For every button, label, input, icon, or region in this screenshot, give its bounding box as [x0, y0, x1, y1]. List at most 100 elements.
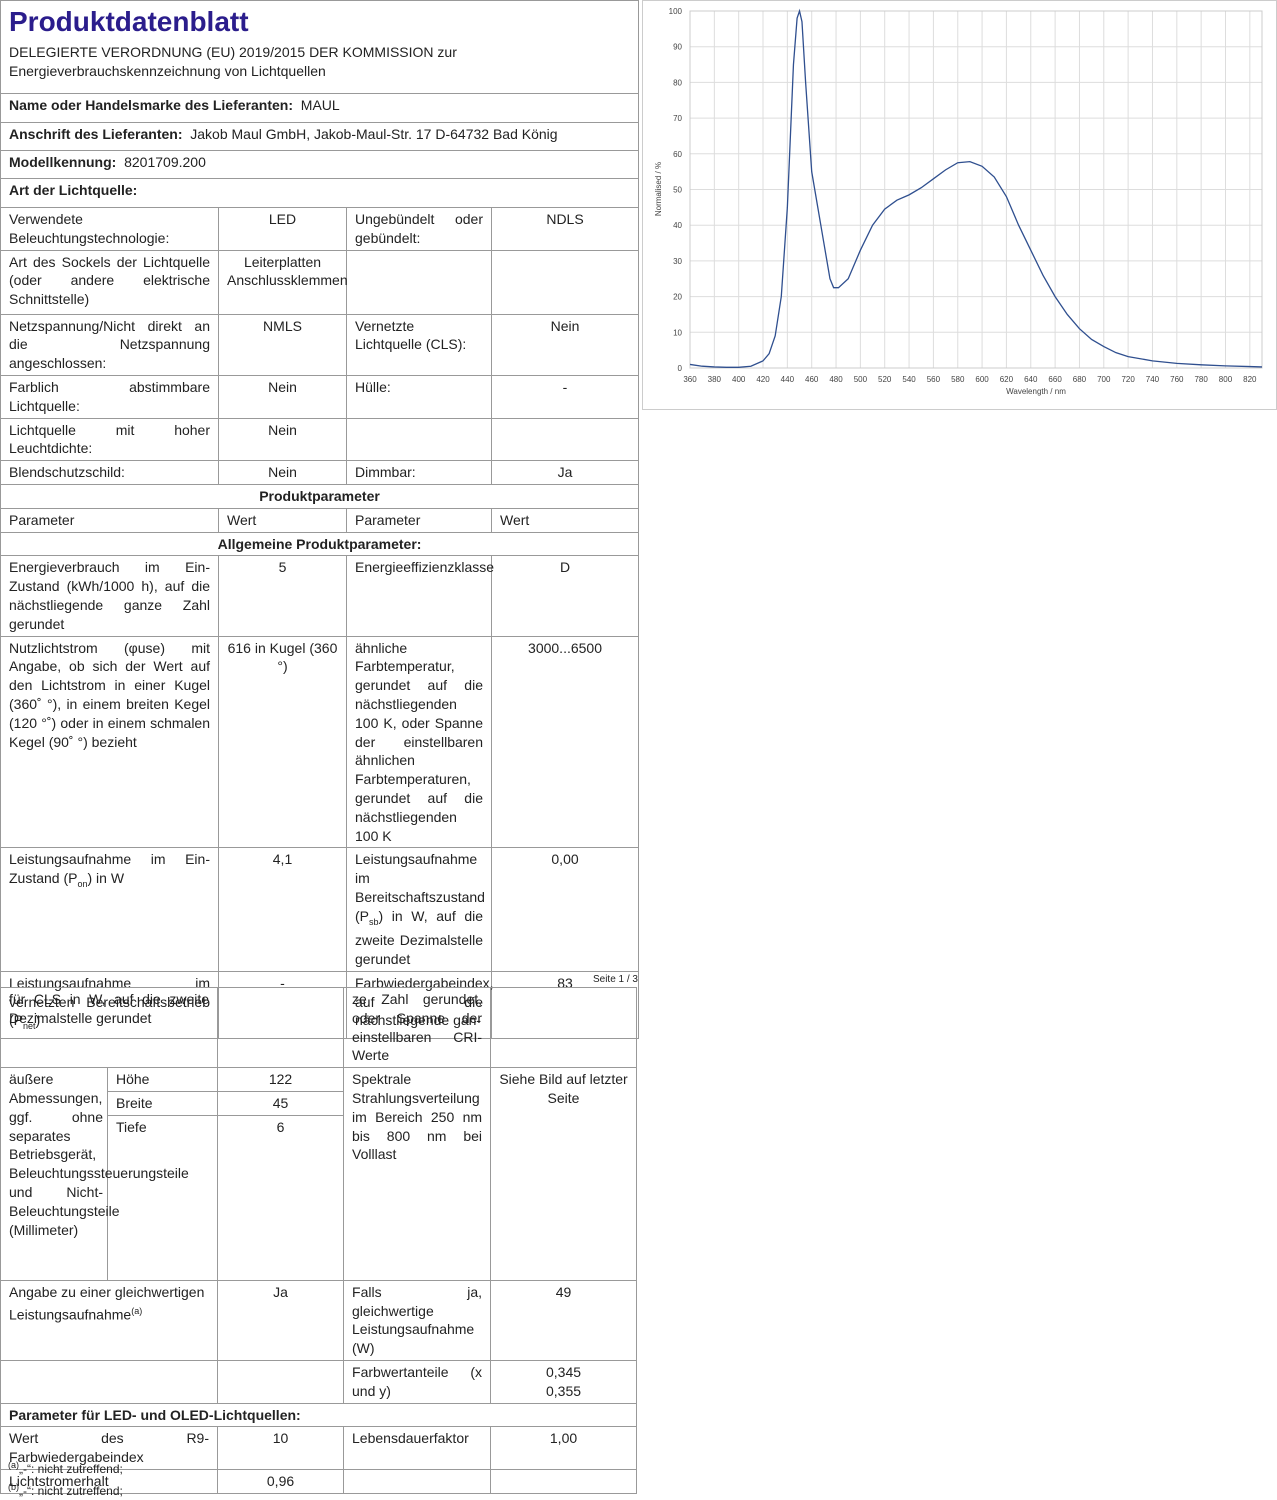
x-tick-label: 480	[829, 375, 843, 384]
x-tick-label: 820	[1243, 375, 1257, 384]
cell: Lichtquelle mit hoher Leuchtdichte:	[0, 417, 219, 462]
cell: Lichtstromerhalt	[0, 1468, 219, 1494]
x-tick-label: 720	[1121, 375, 1135, 384]
cell: 5	[218, 555, 347, 637]
cell: 0,345 0,355	[490, 1359, 638, 1404]
x-tick-label: 500	[854, 375, 868, 384]
cell: Falls ja, gleichwertige Leistungsaufnahm…	[343, 1279, 492, 1361]
cell: Hülle:	[346, 374, 492, 419]
text: (b)	[8, 1482, 19, 1492]
heading: Parameter für LED- und OLED-Lichtquellen…	[0, 1402, 638, 1428]
x-tick-label: 380	[708, 375, 722, 384]
column-header: Wert	[218, 507, 347, 533]
cell: Nein	[218, 374, 347, 419]
cell: Dimmbar:	[346, 460, 492, 485]
x-tick-label: 640	[1024, 375, 1038, 384]
text: (a)	[8, 1460, 19, 1470]
cell: -	[490, 374, 640, 419]
cell: 0,96	[217, 1468, 345, 1494]
x-tick-label: 620	[1000, 375, 1014, 384]
page-label: Seite 1 / 3	[592, 974, 638, 985]
x-tick-label: 420	[756, 375, 770, 384]
y-tick-label: 90	[673, 43, 682, 52]
spectrum-chart: Wavelength / nm Normalised / % 0 10 20 30 40…	[642, 0, 1277, 410]
cell: Ja	[217, 1279, 345, 1361]
cell: Verwendete Beleuchtungstechnologie:	[0, 207, 219, 251]
cell: Leistungsaufnahme im Ein-Zustand (Pon) i…	[0, 847, 219, 972]
x-tick-label: 780	[1194, 375, 1208, 384]
y-tick-label: 60	[673, 150, 682, 159]
cell: Angabe zu einer gleichwertigen Leistungs…	[0, 1279, 219, 1361]
x-tick-label: 520	[878, 375, 892, 384]
x-tick-label: 460	[805, 375, 819, 384]
cell: Nein	[490, 313, 640, 376]
cell: NDLS	[490, 207, 640, 251]
text: Angabe zu einer gleichwertigen Leistungs…	[9, 1283, 205, 1323]
cell: 1,00	[490, 1426, 638, 1470]
x-tick-label: 600	[975, 375, 989, 384]
cell: Lebensdauerfaktor	[343, 1426, 492, 1470]
cell: NMLS	[218, 313, 347, 376]
y-tick-label: 70	[673, 114, 682, 123]
cell: Höhe	[106, 1067, 219, 1092]
text: ) in W	[87, 870, 125, 887]
cell: Wert des R9-Farbwiedergabeindex	[0, 1426, 219, 1470]
y-axis-label: Normalised / %	[654, 162, 663, 216]
cell: Ja	[490, 460, 640, 485]
cell: LED	[218, 207, 347, 251]
footnote: (b)„-“: nicht zutreffend;	[8, 1482, 123, 1498]
datasheet-page-1: Produktdatenblatt DELEGIERTE VERORDNUNG (…	[0, 0, 640, 1040]
text: „-“: nicht zutreffend;	[19, 1484, 123, 1498]
cell: Netzspannung/Nicht direkt an die Netzspa…	[0, 313, 219, 376]
cell: 0,00	[490, 847, 640, 972]
y-tick-label: 0	[678, 364, 683, 373]
cell: 10	[217, 1426, 345, 1470]
x-tick-label: 680	[1073, 375, 1087, 384]
title: Produktdatenblatt	[9, 6, 249, 37]
datasheet-page-2: für CLS in W, auf die zweite Dezimalstel…	[0, 986, 638, 1494]
cell: ähnliche Farbtemperatur, gerundet auf di…	[346, 635, 492, 849]
cell: Farbwertanteile (x und y)	[343, 1359, 492, 1404]
text: (a)	[131, 1305, 143, 1316]
cell: 45	[217, 1090, 345, 1116]
x-tick-label: 400	[732, 375, 746, 384]
x-tick-label: 540	[902, 375, 916, 384]
text: on	[77, 878, 88, 889]
cell: 616 in Kugel (360 °)	[218, 635, 347, 849]
x-axis-label: Wavelength / nm	[1006, 387, 1066, 396]
value: MAUL	[300, 97, 340, 113]
cell: Energieeffizienzklasse	[346, 555, 494, 637]
cell: Nutzlichtstrom (φuse) mit Angabe, ob sic…	[0, 635, 219, 849]
y-tick-label: 10	[673, 328, 682, 337]
cell: Farblich abstimmbare Lichtquelle:	[0, 374, 219, 419]
heading: Produktparameter	[0, 483, 640, 509]
x-tick-label: 580	[951, 375, 965, 384]
cell: Breite	[106, 1090, 219, 1116]
x-tick-label: 760	[1170, 375, 1184, 384]
cell: Leistungsaufnahme im Bereitschaftszustan…	[346, 847, 492, 972]
plot-frame	[689, 10, 1263, 369]
y-tick-label: 100	[669, 7, 683, 16]
y-tick-label: 80	[673, 78, 682, 87]
cell: Leiterplatten Anschlussklemmen	[218, 249, 348, 315]
value: 8201709.200	[124, 154, 206, 170]
x-tick-label: 560	[927, 375, 941, 384]
cell: 4,1	[218, 847, 347, 972]
cell: 49	[490, 1279, 638, 1361]
column-header: Wert	[490, 507, 640, 533]
cell: Vernetzte Lichtquelle (CLS):	[346, 313, 492, 376]
cell: 6	[217, 1114, 345, 1281]
cell: 122	[217, 1067, 345, 1092]
value: Jakob Maul GmbH, Jakob-Maul-Str. 17 D-64…	[190, 126, 558, 142]
label: Modellkennung:	[9, 154, 117, 170]
cell: Blendschutzschild:	[0, 460, 219, 485]
x-tick-label: 440	[781, 375, 795, 384]
cell: ze Zahl gerundet, oder Spanne der einste…	[343, 986, 492, 1069]
cell: Siehe Bild auf letzter Seite	[490, 1067, 638, 1281]
y-tick-label: 20	[673, 293, 682, 302]
y-tick-label: 30	[673, 257, 682, 266]
cell: Spektrale Strahlungsverteilung im Bereic…	[343, 1067, 492, 1281]
text: Leistungsaufnahme im Bereitschaftszustan…	[355, 851, 485, 924]
text: sb	[369, 916, 379, 927]
